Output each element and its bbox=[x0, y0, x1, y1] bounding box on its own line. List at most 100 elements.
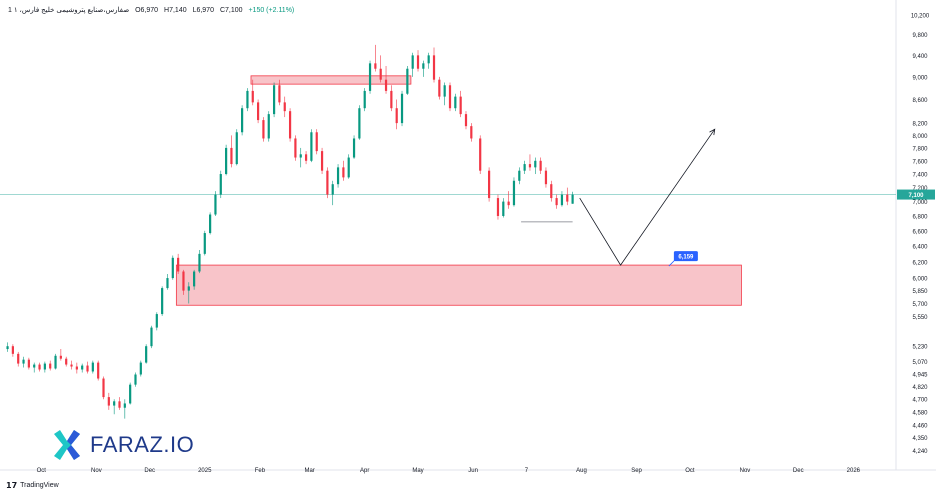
candle-body bbox=[33, 364, 36, 368]
candle-body bbox=[272, 85, 276, 115]
candle-body bbox=[422, 63, 425, 69]
candle-body bbox=[241, 108, 244, 133]
candle-body bbox=[363, 90, 366, 109]
candle-body bbox=[304, 154, 308, 161]
candle-body bbox=[288, 111, 292, 139]
candle-body bbox=[523, 164, 526, 171]
change-value: +150 (+2.11%) bbox=[248, 7, 295, 14]
candle-body bbox=[102, 378, 105, 398]
candle-body bbox=[432, 55, 436, 80]
target-label-box bbox=[673, 251, 698, 262]
y-tick-label: 9,800 bbox=[912, 33, 928, 39]
candle-body bbox=[283, 102, 286, 112]
y-tick-label: 8,600 bbox=[912, 98, 928, 104]
x-tick-label: Dec bbox=[144, 468, 155, 474]
candle-body bbox=[70, 364, 73, 367]
candle-body bbox=[155, 314, 158, 328]
x-tick-label: Sep bbox=[631, 468, 642, 474]
candle-body bbox=[209, 214, 212, 234]
candle-body bbox=[299, 154, 302, 158]
y-tick-label: 7,400 bbox=[912, 173, 928, 179]
y-tick-label: 6,800 bbox=[912, 214, 928, 220]
y-tick-label: 6,000 bbox=[912, 277, 928, 283]
candle-body bbox=[113, 401, 116, 406]
candle-body bbox=[512, 180, 516, 206]
y-tick-label: 5,850 bbox=[912, 289, 928, 295]
x-tick-label: Aug bbox=[576, 468, 587, 474]
candle-body bbox=[267, 114, 270, 139]
candle-body bbox=[65, 358, 68, 365]
x-tick-label: Apr bbox=[360, 468, 369, 474]
candle-body bbox=[6, 346, 9, 350]
x-tick-label: Nov bbox=[91, 468, 102, 474]
candle-body bbox=[22, 359, 25, 364]
candle-body bbox=[139, 362, 142, 375]
candle-body bbox=[251, 90, 254, 103]
candle-body bbox=[182, 271, 185, 291]
candle-body bbox=[203, 233, 206, 254]
tradingview-brand[interactable]: 𝟭𝟳 TradingView bbox=[6, 481, 59, 490]
candle-body bbox=[416, 55, 420, 69]
candle-body bbox=[454, 96, 457, 109]
last-price-label: 7,100 bbox=[908, 193, 924, 199]
candle-body bbox=[11, 346, 14, 354]
candle-body bbox=[262, 120, 265, 139]
logo-wordmark: FARAZ.IO bbox=[90, 432, 195, 457]
candle-body bbox=[326, 170, 329, 195]
candle-body bbox=[166, 278, 169, 289]
candle-body bbox=[459, 96, 462, 115]
candle-body bbox=[107, 397, 110, 406]
x-tick-label: 2025 bbox=[198, 468, 212, 474]
candle-body bbox=[225, 147, 228, 175]
low-value: L6,970 bbox=[192, 7, 214, 14]
candle-body bbox=[518, 170, 521, 181]
candle-body bbox=[118, 401, 121, 408]
candle-body bbox=[406, 68, 409, 94]
candle-body bbox=[507, 201, 510, 206]
candle-body bbox=[86, 365, 89, 372]
x-tick-label: Mar bbox=[304, 468, 314, 474]
candle-body bbox=[75, 366, 78, 370]
candle-body bbox=[214, 194, 217, 215]
candle-body bbox=[487, 170, 491, 199]
candle-body bbox=[566, 194, 569, 202]
candle-body bbox=[347, 157, 350, 178]
ohlc-header: 1 صفارس،صنایع پتروشیمی خلیج فارس، ۱ O6,9… bbox=[8, 6, 298, 14]
y-tick-label: 6,600 bbox=[912, 229, 928, 235]
candle-body bbox=[470, 126, 473, 139]
y-tick-label: 7,200 bbox=[912, 186, 928, 192]
candle-body bbox=[479, 138, 482, 171]
candle-body bbox=[310, 132, 313, 161]
candle-body bbox=[534, 160, 537, 168]
candle-body bbox=[193, 271, 196, 287]
close-value: C7,100 bbox=[219, 7, 243, 14]
candle-body bbox=[43, 363, 46, 370]
candle-body bbox=[528, 164, 532, 168]
y-tick-label: 7,000 bbox=[912, 200, 928, 206]
x-tick-label: Feb bbox=[255, 468, 266, 474]
candle-body bbox=[161, 288, 164, 315]
candle-body bbox=[219, 174, 222, 195]
target-label: 6,159 bbox=[678, 255, 694, 261]
y-tick-label: 4,580 bbox=[912, 411, 928, 417]
candle-body bbox=[129, 384, 132, 404]
tradingview-label: TradingView bbox=[20, 482, 59, 489]
candle-body bbox=[390, 90, 393, 109]
candle-body bbox=[358, 108, 361, 139]
x-tick-label: Jun bbox=[468, 468, 478, 474]
candle-body bbox=[539, 160, 542, 171]
candle-body bbox=[97, 362, 100, 379]
candle-body bbox=[342, 167, 345, 178]
x-tick-label: Oct bbox=[685, 468, 695, 474]
symbol-label: 1 صفارس،صنایع پتروشیمی خلیج فارس، ۱ bbox=[8, 7, 130, 14]
x-tick-label: May bbox=[412, 468, 423, 474]
candle-body bbox=[448, 85, 452, 109]
candle-body bbox=[336, 167, 340, 185]
candle-body bbox=[235, 132, 238, 165]
candle-body bbox=[464, 114, 468, 127]
candle-body bbox=[395, 108, 398, 124]
y-tick-label: 4,820 bbox=[912, 385, 928, 391]
candle-body bbox=[502, 201, 505, 216]
candle-body bbox=[256, 102, 260, 121]
